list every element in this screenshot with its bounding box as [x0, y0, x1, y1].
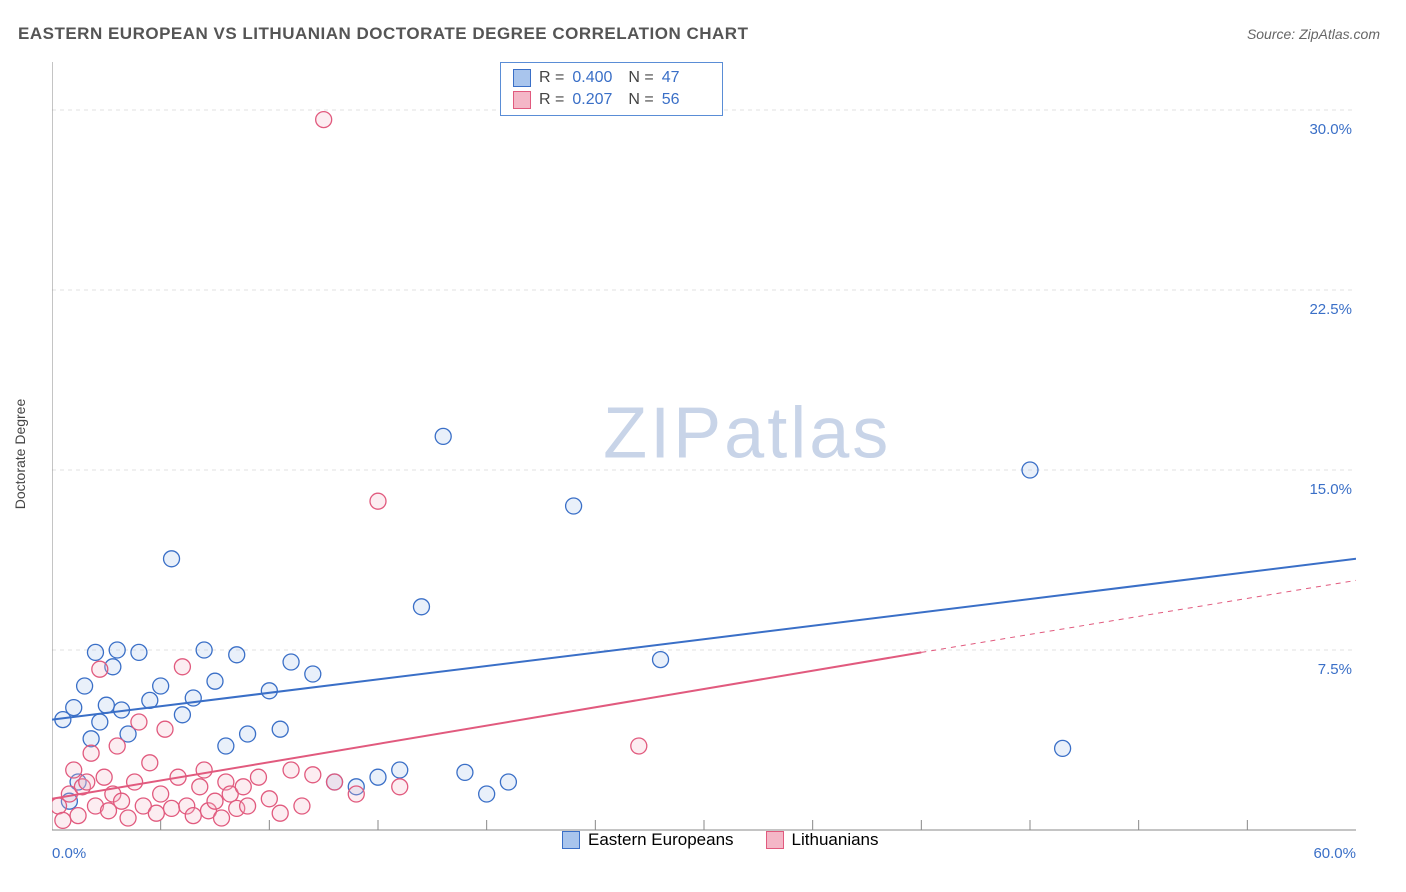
- data-point: [66, 762, 82, 778]
- data-point: [174, 659, 190, 675]
- data-point: [79, 774, 95, 790]
- legend-row: R = 0.400 N = 47: [513, 67, 710, 89]
- data-point: [83, 731, 99, 747]
- r-value: 0.400: [572, 69, 620, 87]
- data-point: [157, 721, 173, 737]
- y-tick-label: 7.5%: [1318, 661, 1352, 678]
- r-label: R =: [539, 69, 564, 87]
- data-point: [77, 678, 93, 694]
- data-point: [392, 779, 408, 795]
- data-point: [218, 738, 234, 754]
- data-point: [566, 498, 582, 514]
- data-point: [240, 726, 256, 742]
- data-point: [413, 599, 429, 615]
- data-point: [235, 779, 251, 795]
- source-attribution: Source: ZipAtlas.com: [1247, 26, 1380, 42]
- data-point: [109, 642, 125, 658]
- data-point: [131, 644, 147, 660]
- data-point: [109, 738, 125, 754]
- y-tick-label: 30.0%: [1309, 121, 1352, 138]
- chart-title: EASTERN EUROPEAN VS LITHUANIAN DOCTORATE…: [18, 24, 748, 44]
- data-point: [272, 805, 288, 821]
- legend-swatch: [766, 831, 784, 849]
- x-tick-label: 0.0%: [52, 845, 86, 862]
- data-point: [87, 644, 103, 660]
- data-point: [66, 700, 82, 716]
- data-point: [261, 683, 277, 699]
- data-point: [435, 428, 451, 444]
- data-point: [196, 642, 212, 658]
- data-point: [55, 812, 71, 828]
- data-point: [294, 798, 310, 814]
- data-point: [148, 805, 164, 821]
- legend-label: Eastern Europeans: [588, 830, 734, 850]
- legend-label: Lithuanians: [792, 830, 879, 850]
- data-point: [127, 774, 143, 790]
- data-point: [131, 714, 147, 730]
- data-point: [348, 786, 364, 802]
- data-point: [92, 661, 108, 677]
- correlation-legend: R = 0.400 N = 47 R = 0.207 N = 56: [500, 62, 723, 116]
- data-point: [164, 800, 180, 816]
- legend-row: R = 0.207 N = 56: [513, 89, 710, 111]
- data-point: [174, 707, 190, 723]
- data-point: [185, 808, 201, 824]
- y-tick-label: 22.5%: [1309, 301, 1352, 318]
- trend-line-ext: [921, 580, 1356, 652]
- n-value: 47: [662, 69, 710, 87]
- data-point: [316, 112, 332, 128]
- data-point: [142, 755, 158, 771]
- data-point: [207, 793, 223, 809]
- legend-swatch: [513, 69, 531, 87]
- n-value: 56: [662, 91, 710, 109]
- data-point: [250, 769, 266, 785]
- data-point: [305, 666, 321, 682]
- data-point: [457, 764, 473, 780]
- data-point: [214, 810, 230, 826]
- data-point: [272, 721, 288, 737]
- data-point: [83, 745, 99, 761]
- data-point: [500, 774, 516, 790]
- data-point: [283, 762, 299, 778]
- data-point: [261, 791, 277, 807]
- y-tick-label: 15.0%: [1309, 481, 1352, 498]
- data-point: [164, 551, 180, 567]
- data-point: [1022, 462, 1038, 478]
- data-point: [96, 769, 112, 785]
- scatter-chart: 7.5% 15.0% 22.5% 30.0% 0.0% 60.0%: [52, 62, 1356, 870]
- data-point: [370, 769, 386, 785]
- data-point: [283, 654, 299, 670]
- data-point: [653, 652, 669, 668]
- data-point: [479, 786, 495, 802]
- data-point: [305, 767, 321, 783]
- data-point: [192, 779, 208, 795]
- data-point: [196, 762, 212, 778]
- plot-area: ZIPatlas 7.5%15.0%22.5%30.0%0.0%60.0% R …: [52, 62, 1356, 830]
- data-point: [1055, 740, 1071, 756]
- data-point: [370, 493, 386, 509]
- legend-swatch: [513, 91, 531, 109]
- data-point: [327, 774, 343, 790]
- x-tick-label: 60.0%: [1313, 845, 1356, 862]
- data-point: [240, 798, 256, 814]
- n-label: N =: [628, 69, 653, 87]
- data-point: [392, 762, 408, 778]
- data-point: [207, 673, 223, 689]
- data-point: [229, 647, 245, 663]
- data-point: [120, 810, 136, 826]
- data-point: [92, 714, 108, 730]
- r-value: 0.207: [572, 91, 620, 109]
- legend-swatch: [562, 831, 580, 849]
- data-point: [114, 793, 130, 809]
- n-label: N =: [628, 91, 653, 109]
- data-point: [153, 786, 169, 802]
- y-axis-label: Doctorate Degree: [12, 399, 28, 510]
- data-point: [70, 808, 86, 824]
- data-point: [631, 738, 647, 754]
- data-point: [153, 678, 169, 694]
- trend-line: [52, 559, 1356, 720]
- data-point: [98, 697, 114, 713]
- r-label: R =: [539, 91, 564, 109]
